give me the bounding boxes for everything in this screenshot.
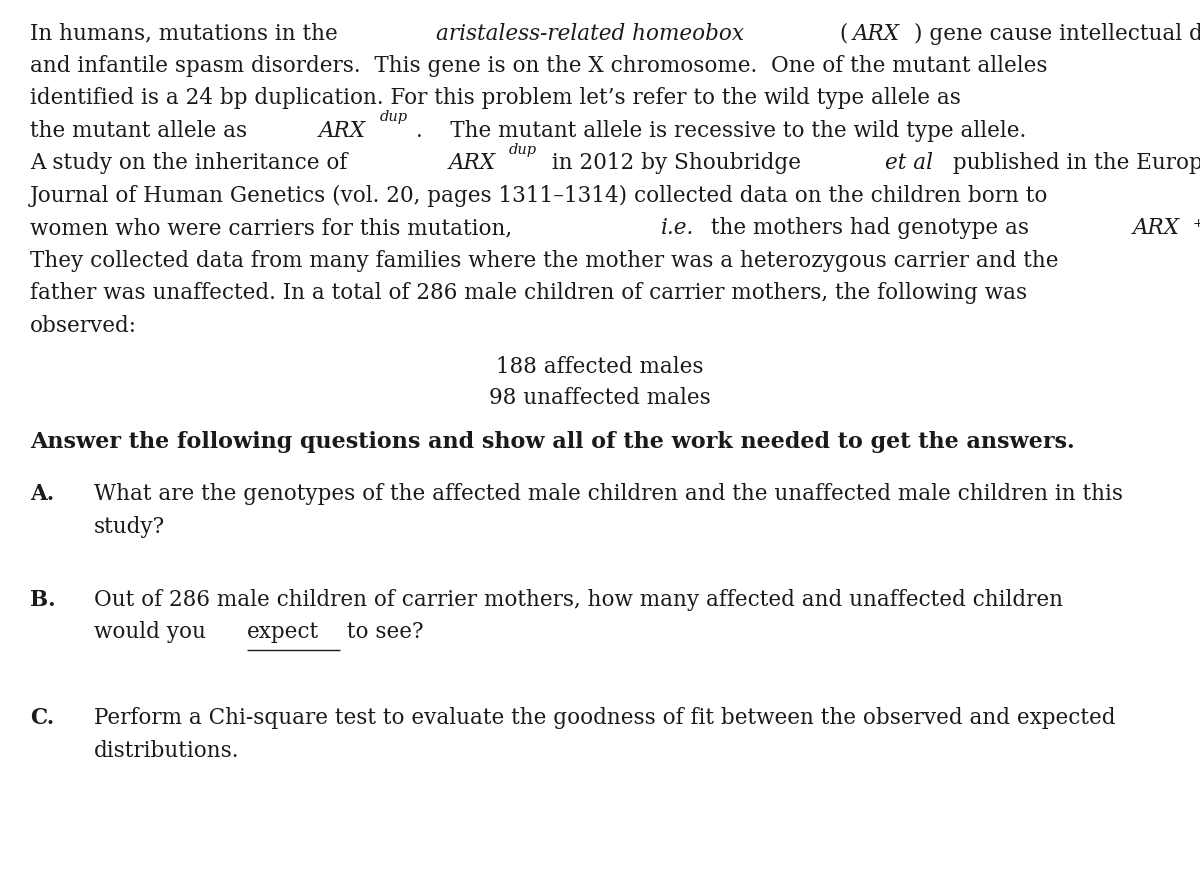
Text: B.: B. bbox=[30, 588, 55, 610]
Text: ARX: ARX bbox=[853, 23, 900, 45]
Text: published in the European: published in the European bbox=[947, 153, 1200, 175]
Text: i.e.: i.e. bbox=[661, 217, 695, 239]
Text: .    The mutant allele is recessive to the wild type allele.: . The mutant allele is recessive to the … bbox=[416, 120, 1026, 142]
Text: dup: dup bbox=[379, 110, 408, 124]
Text: to see?: to see? bbox=[340, 621, 424, 643]
Text: Answer the following questions and show all of the work needed to get the answer: Answer the following questions and show … bbox=[30, 431, 1075, 453]
Text: ARX: ARX bbox=[1133, 217, 1180, 239]
Text: C.: C. bbox=[30, 707, 54, 729]
Text: A study on the inheritance of: A study on the inheritance of bbox=[30, 153, 354, 175]
Text: identified is a 24 bp duplication. For this problem let’s refer to the wild type: identified is a 24 bp duplication. For t… bbox=[30, 88, 967, 110]
Text: women who were carriers for this mutation,: women who were carriers for this mutatio… bbox=[30, 217, 520, 239]
Text: father was unaffected. In a total of 286 male children of carrier mothers, the f: father was unaffected. In a total of 286… bbox=[30, 282, 1027, 304]
Text: the mothers had genotype as: the mothers had genotype as bbox=[704, 217, 1036, 239]
Text: et al: et al bbox=[884, 153, 932, 175]
Text: dup: dup bbox=[509, 142, 538, 156]
Text: In humans, mutations in the: In humans, mutations in the bbox=[30, 23, 344, 45]
Text: would you: would you bbox=[94, 621, 212, 643]
Text: aristaless-related homeobox: aristaless-related homeobox bbox=[436, 23, 744, 45]
Text: (: ( bbox=[833, 23, 848, 45]
Text: A.: A. bbox=[30, 483, 54, 505]
Text: 98 unaffected males: 98 unaffected males bbox=[490, 387, 710, 409]
Text: in 2012 by Shoubridge: in 2012 by Shoubridge bbox=[545, 153, 808, 175]
Text: the mutant allele as: the mutant allele as bbox=[30, 120, 254, 142]
Text: ⁺: ⁺ bbox=[1193, 217, 1200, 239]
Text: ARX: ARX bbox=[449, 153, 496, 175]
Text: study?: study? bbox=[94, 516, 164, 538]
Text: ARX: ARX bbox=[319, 120, 366, 142]
Text: What are the genotypes of the affected male children and the unaffected male chi: What are the genotypes of the affected m… bbox=[94, 483, 1123, 505]
Text: observed:: observed: bbox=[30, 315, 137, 337]
Text: Perform a Chi-square test to evaluate the goodness of fit between the observed a: Perform a Chi-square test to evaluate th… bbox=[94, 707, 1115, 729]
Text: They collected data from many families where the mother was a heterozygous carri: They collected data from many families w… bbox=[30, 250, 1058, 272]
Text: Out of 286 male children of carrier mothers, how many affected and unaffected ch: Out of 286 male children of carrier moth… bbox=[94, 588, 1063, 610]
Text: Journal of Human Genetics (vol. 20, pages 1311–1314) collected data on the child: Journal of Human Genetics (vol. 20, page… bbox=[30, 185, 1049, 207]
Text: and infantile spasm disorders.  This gene is on the X chromosome.  One of the mu: and infantile spasm disorders. This gene… bbox=[30, 55, 1048, 77]
Text: 188 affected males: 188 affected males bbox=[497, 356, 703, 378]
Text: distributions.: distributions. bbox=[94, 739, 239, 761]
Text: expect: expect bbox=[247, 621, 319, 643]
Text: ) gene cause intellectual disability: ) gene cause intellectual disability bbox=[913, 23, 1200, 45]
